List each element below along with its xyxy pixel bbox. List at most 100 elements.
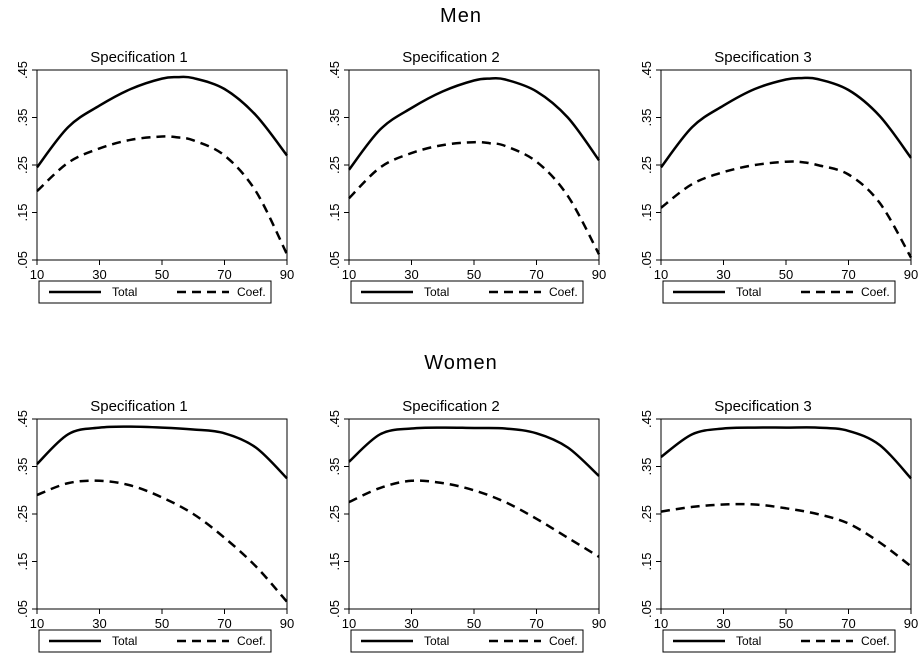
x-tick-label: 10	[30, 616, 44, 631]
x-tick-label: 30	[716, 616, 730, 631]
x-tick-label: 90	[592, 267, 606, 282]
x-tick-label: 10	[654, 616, 668, 631]
x-tick-label: 50	[779, 267, 793, 282]
x-tick-label: 90	[904, 616, 918, 631]
x-tick-label: 90	[280, 267, 294, 282]
legend-box	[38, 280, 272, 304]
y-tick-label: .45	[639, 410, 654, 428]
x-tick-label: 70	[529, 267, 543, 282]
panel-men-spec-1: Specification 1 .05 .15 .25 .35 .45 10 30 50 70 90…	[15, 49, 294, 304]
series-coef-line	[36, 479, 288, 603]
series-total-line	[660, 76, 913, 169]
y-tick-label: .35	[15, 457, 30, 475]
y-tick-label: .15	[15, 203, 30, 221]
x-tick-label: 50	[779, 616, 793, 631]
legend-total-label: Total	[112, 634, 137, 648]
panel-title: Specification 3	[714, 398, 812, 415]
y-tick-label: .25	[327, 156, 342, 174]
y-tick-label: .45	[639, 61, 654, 79]
y-tick-label: .15	[639, 203, 654, 221]
series-coef-line	[660, 160, 913, 259]
x-tick-label: 90	[280, 616, 294, 631]
legend-total-label: Total	[736, 285, 761, 299]
x-tick-label: 50	[155, 616, 169, 631]
panel-title: Specification 2	[402, 49, 500, 66]
y-tick-label: .25	[327, 505, 342, 523]
x-tick-label: 70	[217, 267, 231, 282]
legend-box	[350, 280, 584, 304]
y-tick-label: .25	[639, 156, 654, 174]
y-tick-label: .45	[327, 61, 342, 79]
series-total-line	[36, 425, 288, 480]
x-tick-label: 50	[467, 616, 481, 631]
plot-frame	[36, 69, 288, 261]
y-tick-label: .15	[327, 552, 342, 570]
group-title-women: Women	[424, 352, 498, 374]
y-tick-label: .25	[639, 505, 654, 523]
plot-frame	[348, 418, 600, 610]
y-tick-label: .15	[15, 552, 30, 570]
panel-women-spec-3: Specification 3 .05 .15 .25 .35 .45 10 30 50 70 90…	[639, 398, 918, 653]
panels: Specification 1 .05 .15 .25 .35 .45 10 30 50 70 90…	[15, 49, 918, 653]
y-tick-label: .35	[639, 108, 654, 126]
y-tick-label: .45	[327, 410, 342, 428]
y-tick-label: .35	[327, 457, 342, 475]
x-tick-label: 50	[155, 267, 169, 282]
x-tick-label: 70	[841, 616, 855, 631]
x-tick-label: 30	[716, 267, 730, 282]
legend-box	[662, 629, 896, 653]
panel-title: Specification 1	[90, 398, 188, 415]
y-tick-label: .45	[15, 61, 30, 79]
panel-women-spec-2: Specification 2 .05 .15 .25 .35 .45 10 30 50 70 90…	[327, 398, 606, 653]
group-title-men: Men	[440, 5, 482, 27]
y-tick-label: .05	[639, 600, 654, 618]
legend-box	[350, 629, 584, 653]
legend-coef-label: Coef.	[549, 285, 578, 299]
x-tick-label: 50	[467, 267, 481, 282]
legend-total-label: Total	[736, 634, 761, 648]
legend-coef-label: Coef.	[861, 285, 890, 299]
y-tick-label: .45	[15, 410, 30, 428]
legend-coef-label: Coef.	[861, 634, 890, 648]
x-tick-label: 90	[592, 616, 606, 631]
plot-frame	[36, 418, 288, 610]
x-tick-label: 30	[92, 267, 106, 282]
y-tick-label: .05	[327, 600, 342, 618]
series-coef-line	[348, 140, 601, 255]
series-total-line	[660, 426, 912, 480]
series-total-line	[348, 76, 601, 171]
x-tick-label: 30	[404, 267, 418, 282]
series-coef-line	[348, 479, 600, 558]
y-tick-label: .15	[639, 552, 654, 570]
x-tick-label: 90	[904, 267, 918, 282]
y-tick-label: .25	[15, 156, 30, 174]
plot-frame	[348, 69, 600, 261]
x-tick-label: 70	[217, 616, 231, 631]
y-tick-label: .35	[15, 108, 30, 126]
y-tick-label: .25	[15, 505, 30, 523]
legend-box	[662, 280, 896, 304]
panel-title: Specification 3	[714, 49, 812, 66]
legend-coef-label: Coef.	[549, 634, 578, 648]
panel-women-spec-1: Specification 1 .05 .15 .25 .35 .45 10 30 50 70 90…	[15, 398, 294, 653]
y-tick-label: .05	[327, 251, 342, 269]
x-tick-label: 10	[654, 267, 668, 282]
panel-title: Specification 2	[402, 398, 500, 415]
panel-men-spec-2: Specification 2 .05 .15 .25 .35 .45 10 30 50 70 90…	[327, 49, 606, 304]
series-total-line	[36, 75, 288, 169]
y-tick-label: .35	[639, 457, 654, 475]
y-tick-label: .05	[15, 600, 30, 618]
y-tick-label: .05	[639, 251, 654, 269]
series-coef-line	[660, 502, 912, 568]
x-tick-label: 70	[841, 267, 855, 282]
x-tick-label: 70	[529, 616, 543, 631]
y-tick-label: .35	[327, 108, 342, 126]
x-tick-label: 10	[342, 267, 356, 282]
legend-coef-label: Coef.	[237, 634, 266, 648]
plot-frame	[660, 69, 912, 261]
legend-total-label: Total	[112, 285, 137, 299]
panel-title: Specification 1	[90, 49, 188, 66]
y-tick-label: .15	[327, 203, 342, 221]
panel-men-spec-3: Specification 3 .05 .15 .25 .35 .45 10 30 50 70 90…	[639, 49, 918, 304]
